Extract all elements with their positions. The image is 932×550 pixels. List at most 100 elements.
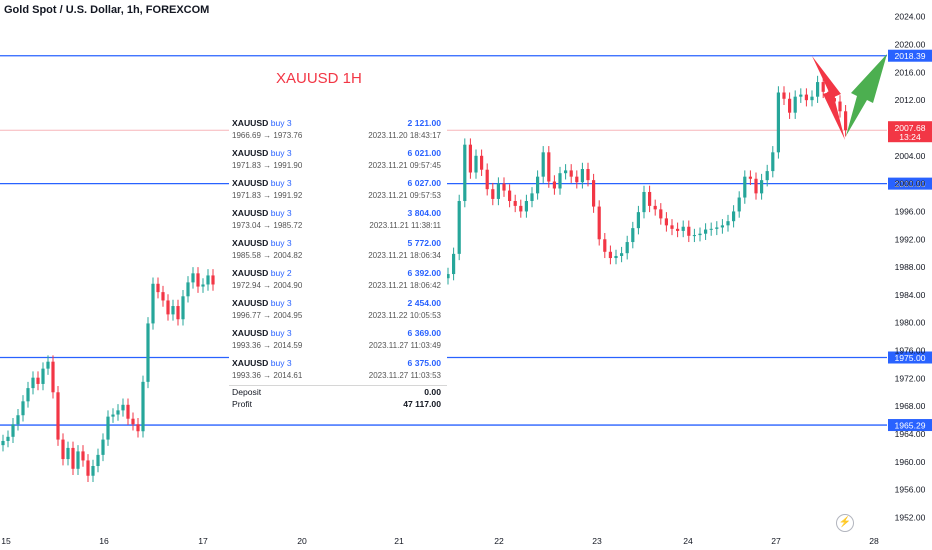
- trade-side: buy 3: [270, 358, 292, 368]
- candle: [726, 214, 730, 232]
- candle: [793, 90, 797, 119]
- level-price-label: 1965.29: [894, 421, 925, 431]
- candle: [81, 445, 85, 467]
- candle: [468, 138, 472, 179]
- candle: [452, 247, 456, 281]
- trade-row: XAUUSD buy 3 2 454.00 1996.77 → 2004.95 202…: [229, 295, 447, 325]
- candle: [16, 408, 20, 431]
- candle: [491, 182, 495, 206]
- candle: [642, 185, 646, 219]
- candle: [508, 184, 512, 208]
- candle: [748, 170, 752, 186]
- candle: [513, 194, 517, 213]
- candle: [709, 222, 713, 236]
- trade-side: buy 3: [270, 328, 292, 338]
- candle: [771, 146, 775, 178]
- candle: [101, 433, 105, 462]
- profit-label: Profit: [232, 399, 253, 409]
- candle: [480, 149, 484, 176]
- candle: [737, 191, 741, 218]
- current-price-tag: [888, 121, 932, 143]
- candle: [186, 276, 190, 303]
- candle: [11, 418, 15, 444]
- overlay-title: XAUUSD 1H: [276, 70, 362, 87]
- candle: [161, 285, 165, 307]
- current-price-label: 2007.68: [894, 123, 925, 133]
- candle: [536, 170, 540, 200]
- candle: [720, 219, 724, 234]
- trade-side: buy 3: [270, 178, 292, 188]
- candle: [166, 294, 170, 321]
- y-tick-label: 1992.00: [895, 234, 926, 244]
- trade-time: 2023.11.21 11:38:11: [369, 221, 441, 230]
- trade-symbol: XAUUSD: [232, 298, 269, 308]
- candle: [96, 448, 100, 473]
- trade-side: buy 3: [270, 148, 292, 158]
- candle: [474, 149, 478, 179]
- candle: [625, 235, 629, 260]
- x-tick-label: 21: [394, 536, 404, 546]
- candle: [547, 146, 551, 188]
- trade-row: XAUUSD buy 3 2 121.00 1966.69 → 1973.76 202…: [229, 115, 447, 145]
- x-tick-label: 15: [1, 536, 11, 546]
- candle: [502, 177, 506, 197]
- candle: [171, 299, 175, 321]
- x-tick-label: 23: [592, 536, 602, 546]
- candle: [704, 223, 708, 240]
- trade-amount: 6 027.00: [407, 178, 441, 188]
- down-arrow-annotation[interactable]: [812, 56, 845, 140]
- trade-side: buy 3: [270, 118, 292, 128]
- trade-symbol: XAUUSD: [232, 328, 269, 338]
- up-arrow-annotation[interactable]: [846, 54, 887, 136]
- candle: [732, 205, 736, 228]
- candle: [659, 203, 663, 225]
- candle: [46, 355, 50, 375]
- y-tick-label: 1976.00: [895, 346, 926, 356]
- candle: [151, 277, 155, 330]
- candle: [126, 398, 130, 425]
- y-tick-label: 2000.00: [895, 179, 926, 189]
- candle: [446, 267, 450, 285]
- y-tick-label: 1964.00: [895, 429, 926, 439]
- candle: [816, 75, 820, 103]
- candle: [575, 170, 579, 189]
- candle: [541, 146, 545, 183]
- candle: [597, 200, 601, 246]
- candle: [586, 162, 590, 187]
- trade-symbol: XAUUSD: [232, 238, 269, 248]
- candle: [191, 267, 195, 289]
- candle: [136, 418, 140, 438]
- x-tick-label: 28: [869, 536, 879, 546]
- trade-time: 2023.11.27 11:03:49: [368, 341, 441, 350]
- trade-side: buy 3: [270, 298, 292, 308]
- lightning-icon[interactable]: ⚡: [836, 514, 854, 532]
- candle: [201, 278, 205, 293]
- candle: [131, 412, 135, 431]
- x-tick-label: 17: [198, 536, 208, 546]
- y-tick-label: 2024.00: [895, 12, 926, 22]
- candle: [810, 90, 814, 107]
- candle: [782, 86, 786, 106]
- candle: [804, 88, 808, 107]
- deposit-label: Deposit: [232, 387, 262, 397]
- candle: [1, 434, 5, 452]
- trade-row: XAUUSD buy 3 6 369.00 1993.36 → 2014.59 202…: [229, 325, 447, 355]
- y-tick-label: 1988.00: [895, 262, 926, 272]
- candle: [457, 194, 461, 261]
- candle: [211, 269, 215, 291]
- candle: [116, 404, 120, 421]
- candle: [715, 221, 719, 236]
- candle: [620, 246, 624, 263]
- y-tick-label: 1984.00: [895, 290, 926, 300]
- trade-amount: 2 121.00: [407, 118, 441, 128]
- trade-price-range: 1993.36 → 2014.59: [232, 341, 303, 350]
- candle: [76, 445, 80, 476]
- candle: [141, 375, 145, 438]
- trade-amount: 2 454.00: [407, 298, 441, 308]
- trade-history-table: XAUUSD buy 3 2 121.00 1966.69 → 1973.76 202…: [229, 115, 447, 416]
- x-tick-label: 27: [771, 536, 781, 546]
- y-tick-label: 2012.00: [895, 95, 926, 105]
- candle: [146, 317, 150, 389]
- deposit-row: Deposit 0.00: [229, 386, 447, 398]
